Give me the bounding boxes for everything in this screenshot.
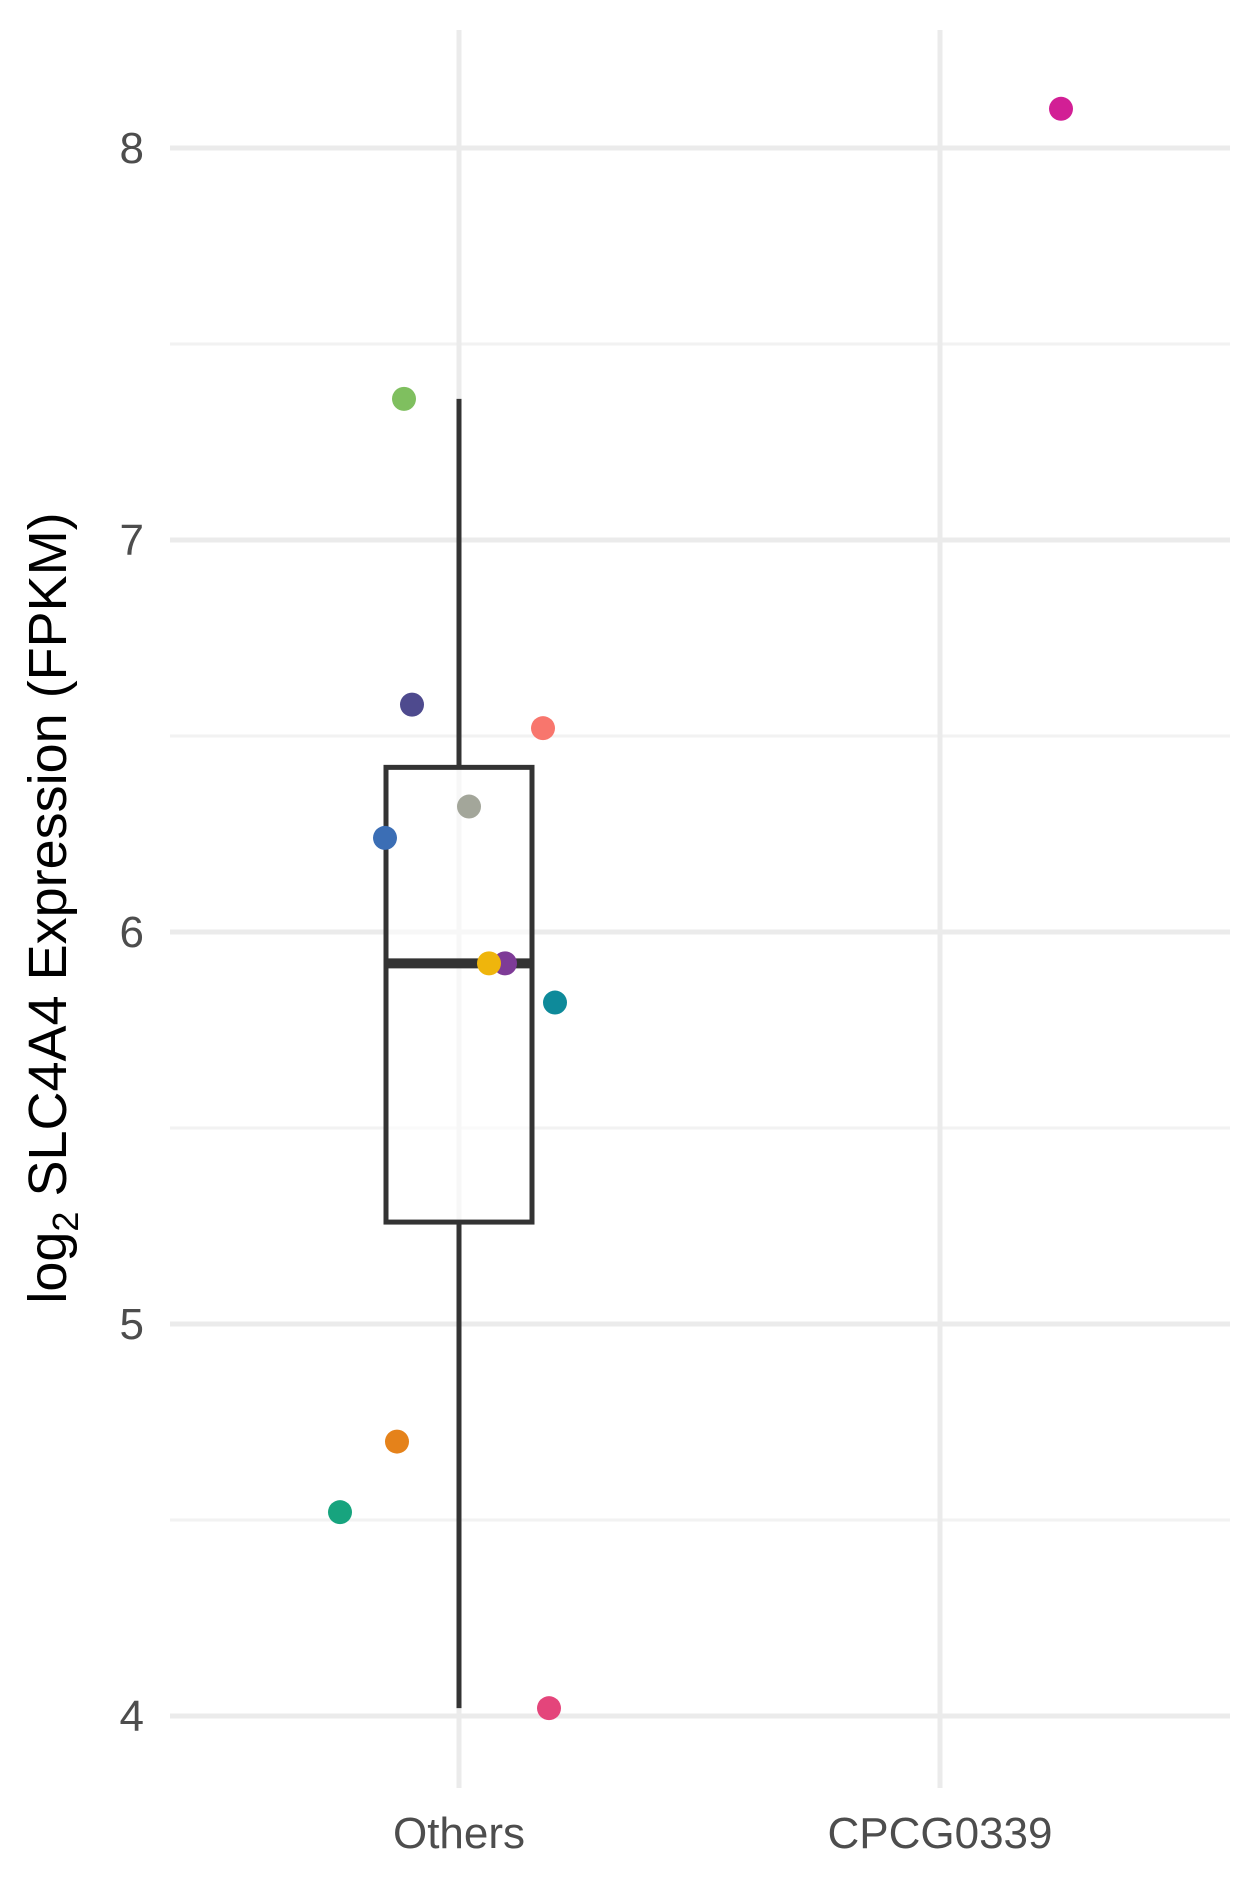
data-point	[457, 794, 481, 819]
data-point	[531, 716, 555, 741]
data-point	[392, 386, 416, 411]
y-tick-label: 6	[120, 908, 144, 957]
y-tick-label: 7	[120, 516, 144, 565]
x-tick-labels: Others CPCG0339	[393, 1809, 1053, 1858]
data-point	[328, 1500, 352, 1525]
y-axis-title-prefix: log	[18, 1232, 78, 1304]
data-points	[328, 96, 1073, 1721]
data-point	[385, 1429, 409, 1454]
x-tick-label: Others	[393, 1809, 525, 1858]
y-tick-label: 8	[120, 124, 144, 173]
x-tick-label: CPCG0339	[827, 1809, 1052, 1858]
y-tick-labels: 4 5 6 7 8	[120, 124, 144, 1741]
boxplot	[383, 398, 535, 1709]
y-tick-label: 4	[120, 1692, 144, 1741]
data-point	[537, 1696, 561, 1721]
grid	[170, 30, 1230, 1788]
data-point	[543, 990, 567, 1015]
data-point	[1049, 96, 1073, 121]
data-point	[400, 692, 424, 717]
y-tick-label: 5	[120, 1300, 144, 1349]
y-axis-title-subscript: 2	[45, 1212, 86, 1232]
y-axis-title: log2 SLC4A4 Expression (FPKM)	[18, 512, 86, 1303]
y-axis-title-suffix: SLC4A4 Expression (FPKM)	[18, 512, 78, 1211]
data-point	[477, 951, 501, 976]
box-iqr	[383, 764, 535, 1225]
data-point	[373, 825, 397, 850]
